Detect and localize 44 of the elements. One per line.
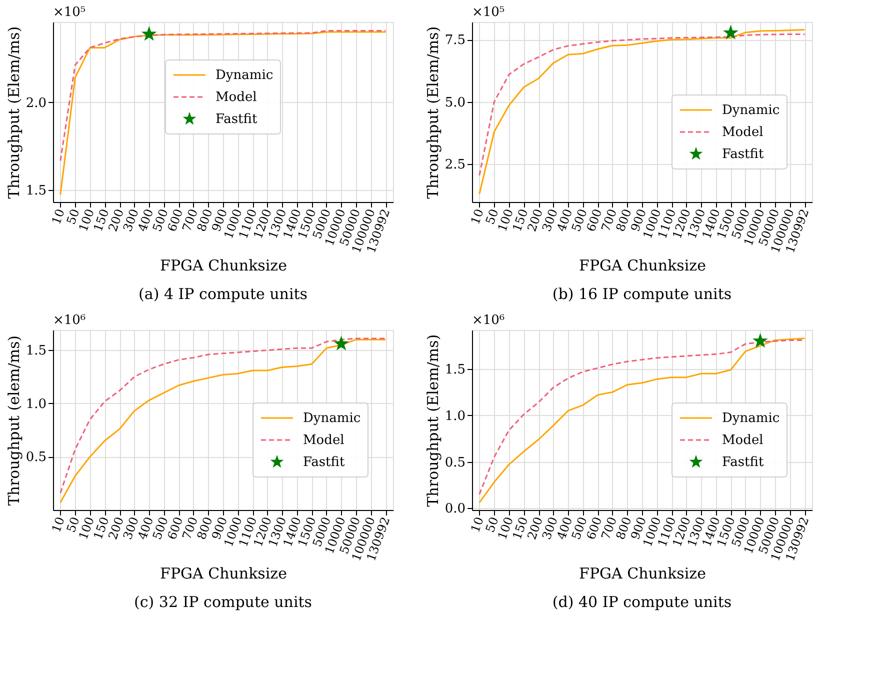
legend-label: Model xyxy=(303,433,344,448)
y-tick-label: 5.0 xyxy=(444,95,466,110)
y-tick-label: 1.0 xyxy=(26,396,46,412)
x-axis-title: FPGA Chunksize xyxy=(160,564,288,583)
legend-label: Fastfit xyxy=(303,455,346,470)
text: (d) 40 IP compute units xyxy=(552,593,732,612)
legend-label: Dynamic xyxy=(722,103,780,118)
legend-label: Fastfit xyxy=(722,147,764,162)
text: ×10⁶ xyxy=(53,313,86,328)
legend-label: Model xyxy=(722,433,764,448)
legend-label: Fastfit xyxy=(722,455,764,470)
y-tick-label: 0.5 xyxy=(444,455,466,470)
x-tick-label: 10 xyxy=(468,207,486,226)
legend-label: Dynamic xyxy=(722,411,780,426)
y-tick-label: 0.5 xyxy=(26,450,46,466)
y-tick-label: 2.5 xyxy=(444,158,466,173)
y-axis-title: Throughput (elem/ms) xyxy=(4,335,23,506)
y-tick-label: 1.5 xyxy=(26,183,46,198)
text: (c) 32 IP compute units xyxy=(134,593,312,612)
y-tick-label: 0.0 xyxy=(444,502,466,517)
y-tick-label: 1.5 xyxy=(444,362,466,378)
x-tick-label: 10 xyxy=(49,207,68,226)
x-tick-label: 10 xyxy=(468,515,486,534)
text: ×10⁵ xyxy=(472,5,505,20)
x-axis-title: FPGA Chunksize xyxy=(160,256,288,275)
legend-label: Model xyxy=(722,125,764,140)
y-tick-label: 7.5 xyxy=(444,33,466,48)
y-axis-title: Throughput (Elem/ms) xyxy=(424,334,442,507)
y-axis-title: Throughput (Elem/ms) xyxy=(424,26,442,199)
text: (b) 16 IP compute units xyxy=(552,285,732,304)
text: (a) 4 IP compute units xyxy=(138,285,308,304)
y-tick-label: 1.5 xyxy=(26,344,46,359)
x-tick-label: 10 xyxy=(49,515,68,534)
x-axis-title: FPGA Chunksize xyxy=(579,256,706,275)
legend-label: Fastfit xyxy=(216,112,258,127)
y-axis-title: Throughput (Elem/ms) xyxy=(4,26,23,199)
legend-label: Dynamic xyxy=(216,68,274,83)
text: ×10⁵ xyxy=(53,5,86,20)
legend-label: Dynamic xyxy=(303,411,361,426)
text: ×10⁶ xyxy=(472,313,505,328)
x-axis-title: FPGA Chunksize xyxy=(579,564,706,583)
y-tick-label: 2.0 xyxy=(26,96,46,111)
legend-label: Model xyxy=(216,90,257,105)
y-tick-label: 1.0 xyxy=(444,408,466,424)
